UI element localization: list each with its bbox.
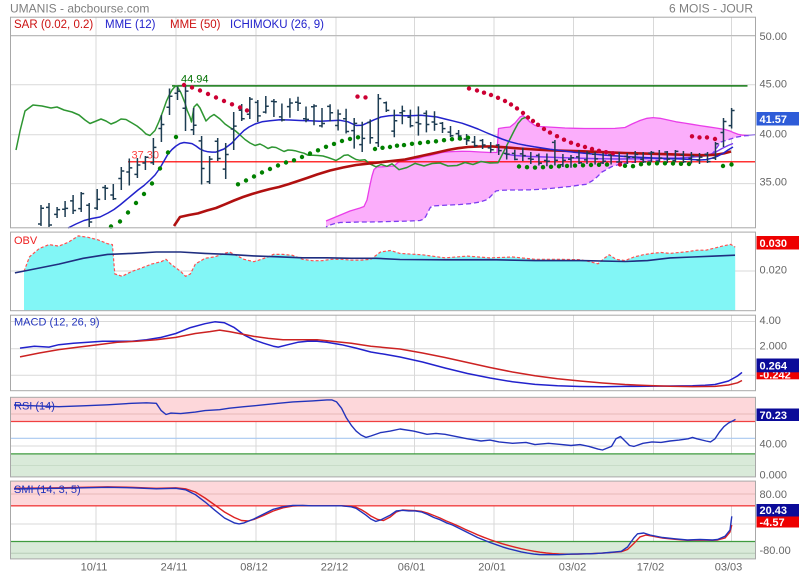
svg-text:4.00: 4.00 — [760, 315, 781, 327]
svg-text:40.00: 40.00 — [760, 438, 788, 450]
svg-text:03/02: 03/02 — [559, 562, 587, 574]
svg-text:MACD (12, 26, 9): MACD (12, 26, 9) — [14, 317, 100, 329]
svg-text:10/11: 10/11 — [81, 562, 108, 574]
svg-text:2.000: 2.000 — [760, 341, 788, 353]
svg-text:20.43: 20.43 — [760, 505, 788, 517]
svg-text:6 MOIS - JOUR: 6 MOIS - JOUR — [669, 2, 753, 16]
svg-text:20/01: 20/01 — [478, 562, 506, 574]
svg-text:35.00: 35.00 — [760, 177, 788, 189]
svg-text:03/03: 03/03 — [715, 562, 743, 574]
svg-text:-80.00: -80.00 — [760, 545, 791, 557]
svg-text:-4.57: -4.57 — [760, 517, 785, 529]
svg-text:ICHIMOKU (26, 9): ICHIMOKU (26, 9) — [230, 19, 324, 31]
svg-text:37.30: 37.30 — [132, 150, 160, 162]
svg-text:0.030: 0.030 — [760, 238, 788, 250]
svg-text:OBV: OBV — [14, 235, 38, 247]
svg-text:UMANIS - abcbourse.com: UMANIS - abcbourse.com — [10, 2, 149, 16]
svg-text:45.00: 45.00 — [760, 79, 788, 91]
svg-text:80.00: 80.00 — [760, 489, 788, 501]
svg-text:17/02: 17/02 — [637, 562, 665, 574]
svg-text:50.00: 50.00 — [760, 31, 788, 43]
svg-text:0.020: 0.020 — [760, 265, 788, 277]
svg-text:0.264: 0.264 — [760, 360, 788, 372]
svg-text:RSI (14): RSI (14) — [14, 401, 55, 413]
svg-text:41.57: 41.57 — [760, 114, 788, 126]
svg-text:70.23: 70.23 — [760, 410, 788, 422]
svg-text:0.000: 0.000 — [760, 470, 788, 482]
svg-text:MME (12): MME (12) — [105, 19, 156, 31]
svg-text:22/12: 22/12 — [321, 562, 349, 574]
svg-text:08/12: 08/12 — [240, 562, 268, 574]
svg-text:06/01: 06/01 — [398, 562, 426, 574]
svg-text:44.94: 44.94 — [181, 74, 209, 86]
svg-text:SMI (14, 3, 5): SMI (14, 3, 5) — [14, 484, 81, 496]
svg-text:40.00: 40.00 — [760, 129, 788, 141]
svg-text:SAR (0.02, 0.2): SAR (0.02, 0.2) — [14, 19, 93, 31]
svg-text:MME (50): MME (50) — [170, 19, 221, 31]
svg-text:24/11: 24/11 — [161, 562, 188, 574]
